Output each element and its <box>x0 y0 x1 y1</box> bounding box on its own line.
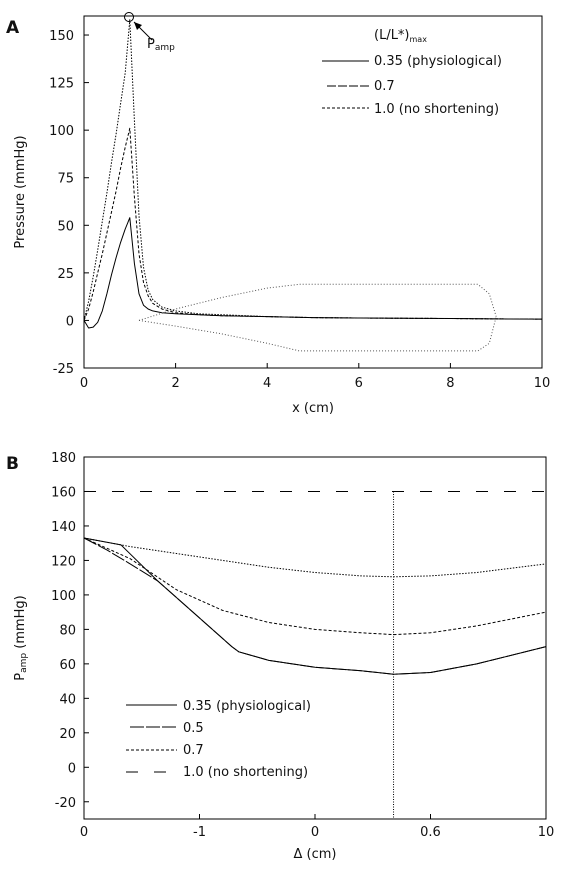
panel-a-y-tick-label: 125 <box>49 77 74 92</box>
panel-b-label: B <box>6 454 19 474</box>
panel-a-x-tick-label: 2 <box>171 376 179 391</box>
panel-a-legend-entry-0: 0.35 (physiological) <box>374 54 502 69</box>
panel-b-y-tick-label: 100 <box>51 589 76 604</box>
panel-b-series-2 <box>83 537 547 636</box>
panel-a-x-tick-label: 8 <box>446 376 454 391</box>
panel-b-x-tick-label: 0 <box>80 825 88 840</box>
panel-b-y-tick-label: 20 <box>59 727 76 742</box>
panel-b-ticks: 0 -1 0 0.6 10 -20 0 20 40 60 80 100 120 140 160 180 <box>51 451 554 840</box>
panel-b-y-axis-label-unit: (mmHg) <box>13 595 28 653</box>
panel-b-y-tick-label: 60 <box>59 658 76 673</box>
panel-b-y-axis-label-main: P <box>13 673 28 681</box>
panel-b-y-axis-label-sub: amp <box>19 653 29 673</box>
panel-a-y-tick-label: 100 <box>49 124 74 139</box>
panel-a-plot-frame <box>83 15 543 369</box>
panel-b: B 0 -1 0 0.6 10 -20 0 20 40 60 80 100 120 140 160 180 Δ… <box>6 451 554 862</box>
panel-b-series-0 <box>83 537 547 675</box>
panel-a-peak-marker <box>124 12 134 22</box>
panel-a-y-tick-label: 75 <box>57 172 74 187</box>
panel-b-x-tick-label: 0.6 <box>420 825 441 840</box>
panel-b-x-tick-label: 0 <box>311 825 319 840</box>
panel-a-x-tick-label: 6 <box>355 376 363 391</box>
panel-a-legend-entry-2: 1.0 (no shortening) <box>374 102 499 117</box>
panel-b-legend: 0.35 (physiological) 0.5 0.7 1.0 (no sho… <box>126 699 311 780</box>
panel-a-legend-title-sub: max <box>410 35 428 44</box>
panel-a-annotation-sub: amp <box>155 43 175 53</box>
panel-b-x-tick-label: 10 <box>538 825 555 840</box>
panel-a-legend-entry-1: 0.7 <box>374 79 395 94</box>
panel-a-legend-title: (L/L*)max <box>374 28 427 44</box>
panel-a-annotation-main: P <box>147 37 155 52</box>
panel-a-y-tick-label: 50 <box>57 219 74 234</box>
panel-a-y-tick-label: 0 <box>66 314 74 329</box>
panel-a-series-0 <box>83 217 543 329</box>
panel-a-series-4 <box>138 316 497 352</box>
panel-a-series <box>83 19 543 352</box>
panel-b-plot-frame <box>83 456 547 820</box>
panel-a-ticks: 0 2 4 6 8 10 -25 0 25 50 75 100 125 150 <box>49 29 550 391</box>
panel-a-y-tick-label: 25 <box>57 267 74 282</box>
panel-a-series-2 <box>83 19 543 321</box>
panel-b-series-3 <box>83 537 547 578</box>
panel-a-x-tick-label: 10 <box>534 376 551 391</box>
panel-a-x-tick-label: 0 <box>80 376 88 391</box>
panel-b-y-tick-label: 40 <box>59 692 76 707</box>
panel-b-y-axis-label: Pamp (mmHg) <box>13 595 29 680</box>
panel-b-legend-entry-3: 1.0 (no shortening) <box>183 765 308 780</box>
panel-a-x-tick-label: 4 <box>263 376 271 391</box>
panel-b-series <box>83 491 547 819</box>
panel-a-legend: (L/L*)max 0.35 (physiological) 0.7 1.0 (… <box>322 28 502 117</box>
panel-b-x-axis-label: Δ (cm) <box>294 847 337 862</box>
panel-a-y-axis-label: Pressure (mmHg) <box>13 135 28 248</box>
panel-b-legend-entry-1: 0.5 <box>183 721 204 736</box>
panel-b-y-tick-label: 160 <box>51 485 76 500</box>
panel-a-legend-title-main: (L/L*) <box>374 28 410 43</box>
panel-b-legend-entry-0: 0.35 (physiological) <box>183 699 311 714</box>
panel-b-y-tick-label: -20 <box>55 796 76 811</box>
panel-a-x-axis-label: x (cm) <box>292 401 334 416</box>
panel-b-y-tick-label: 0 <box>68 761 76 776</box>
panel-b-y-tick-label: 180 <box>51 451 76 466</box>
panel-a-series-3 <box>138 283 497 321</box>
panel-a-annotation: Pamp <box>147 37 175 53</box>
panel-b-y-tick-label: 140 <box>51 520 76 535</box>
panel-a: A 0 2 4 6 8 10 -25 0 25 50 75 100 125 150 x (cm) Pres… <box>6 12 550 416</box>
panel-b-y-tick-label: 120 <box>51 554 76 569</box>
panel-a-y-tick-label: -25 <box>53 362 74 377</box>
panel-b-y-tick-label: 80 <box>59 623 76 638</box>
panel-b-x-tick-label: -1 <box>193 825 206 840</box>
panel-a-label: A <box>6 18 20 38</box>
panel-a-series-1 <box>83 127 543 321</box>
panel-a-arrowhead <box>134 22 142 30</box>
panel-b-series-1 <box>83 537 547 675</box>
panel-b-legend-entry-2: 0.7 <box>183 743 204 758</box>
panel-a-y-tick-label: 150 <box>49 29 74 44</box>
